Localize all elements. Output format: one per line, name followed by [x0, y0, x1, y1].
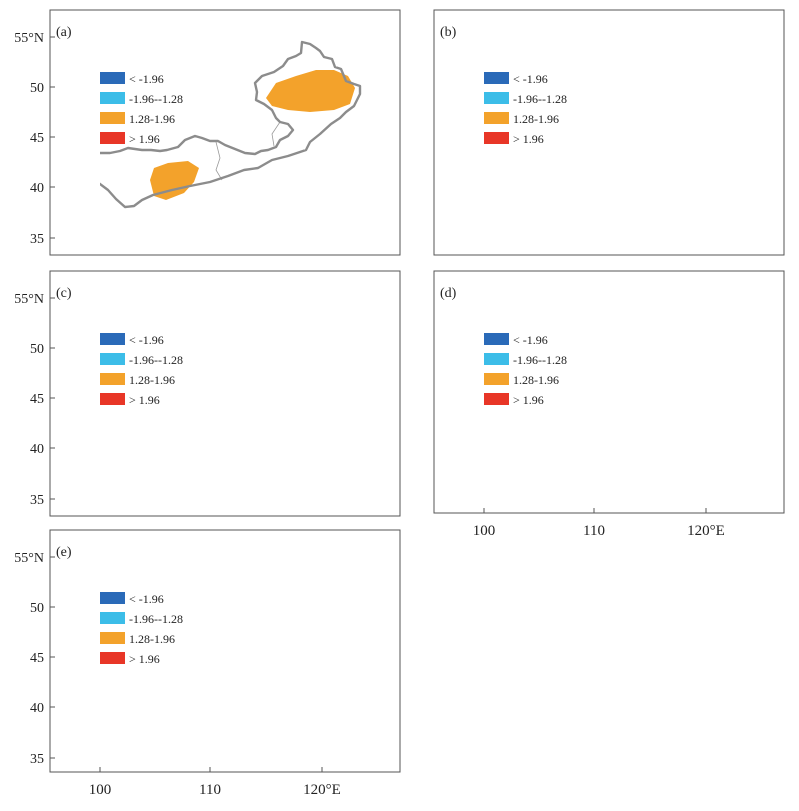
y-tick-label: 35: [30, 752, 44, 767]
legend-label: -1.96--1.28: [513, 92, 567, 106]
y-tick-label: 40: [30, 442, 44, 457]
legend-swatch: [484, 132, 509, 144]
legend-label: -1.96--1.28: [129, 612, 183, 626]
legend-swatch: [484, 72, 509, 84]
y-tick-label: 45: [30, 131, 44, 146]
legend-label: > 1.96: [129, 393, 160, 407]
x-tick-label: 110: [583, 523, 605, 539]
legend-label: -1.96--1.28: [513, 353, 567, 367]
panels-layer: (a) < -1.96 -1.96--1.28 1.28-1.96 > 1.96 55°N…: [14, 9, 785, 798]
legend-label: 1.28-1.96: [513, 112, 559, 126]
significance-patch-pos: [266, 70, 355, 112]
legend-label: < -1.96: [129, 333, 164, 347]
y-tick-label: 50: [30, 342, 44, 357]
legend-swatch: [100, 72, 125, 84]
legend-swatch: [100, 112, 125, 124]
y-tick-label: 45: [30, 651, 44, 666]
legend-swatch: [100, 353, 125, 365]
x-tick-label: 100: [473, 523, 496, 539]
legend-label: > 1.96: [129, 132, 160, 146]
panel-frame: [433, 270, 785, 514]
panel-frame: [49, 529, 401, 773]
province-line: [271, 121, 281, 147]
x-tick-label: 110: [199, 782, 221, 798]
legend-swatch: [100, 132, 125, 144]
y-tick-label: 55°N: [14, 292, 44, 307]
legend-swatch: [100, 373, 125, 385]
legend-label: > 1.96: [129, 652, 160, 666]
y-tick-label: 55°N: [14, 31, 44, 46]
panel-label: (a): [56, 25, 72, 40]
legend: < -1.96 -1.96--1.28 1.28-1.96 > 1.96: [484, 333, 567, 407]
legend-label: > 1.96: [513, 132, 544, 146]
legend-label: < -1.96: [513, 72, 548, 86]
legend: < -1.96 -1.96--1.28 1.28-1.96 > 1.96: [484, 72, 567, 146]
legend-label: -1.96--1.28: [129, 353, 183, 367]
panel-label: (b): [440, 25, 457, 40]
legend-swatch: [100, 652, 125, 664]
y-tick-label: 40: [30, 181, 44, 196]
map-content: [100, 40, 362, 209]
legend-label: > 1.96: [513, 393, 544, 407]
legend-swatch: [100, 92, 125, 104]
x-tick-label: 120°E: [687, 523, 725, 539]
legend-swatch: [100, 393, 125, 405]
legend-label: -1.96--1.28: [129, 92, 183, 106]
map-panel-a: (a) < -1.96 -1.96--1.28 1.28-1.96 > 1.96 55°N…: [14, 9, 401, 256]
legend-label: 1.28-1.96: [129, 373, 175, 387]
x-tick-label: 100: [89, 782, 112, 798]
y-tick-label: 40: [30, 701, 44, 716]
legend-swatch: [100, 333, 125, 345]
y-tick-label: 45: [30, 392, 44, 407]
legend-swatch: [484, 393, 509, 405]
y-tick-label: 50: [30, 601, 44, 616]
panel-label: (e): [56, 545, 72, 560]
legend-swatch: [484, 92, 509, 104]
legend: < -1.96 -1.96--1.28 1.28-1.96 > 1.96: [100, 72, 183, 146]
y-tick-label: 55°N: [14, 551, 44, 566]
map-panel-e: (e) < -1.96 -1.96--1.28 1.28-1.96 > 1.96 55°N…: [14, 529, 401, 798]
legend-label: 1.28-1.96: [129, 632, 175, 646]
map-panel-d: (d) < -1.96 -1.96--1.28 1.28-1.96 > 1.96 100 1…: [433, 270, 785, 539]
panel-label: (c): [56, 286, 72, 301]
legend-label: 1.28-1.96: [129, 112, 175, 126]
province-line: [215, 141, 223, 181]
legend-swatch: [484, 373, 509, 385]
panel-label: (d): [440, 286, 457, 301]
legend: < -1.96 -1.96--1.28 1.28-1.96 > 1.96: [100, 592, 183, 666]
legend: < -1.96 -1.96--1.28 1.28-1.96 > 1.96: [100, 333, 183, 407]
legend-label: < -1.96: [513, 333, 548, 347]
legend-label: 1.28-1.96: [513, 373, 559, 387]
legend-label: < -1.96: [129, 592, 164, 606]
legend-swatch: [100, 612, 125, 624]
legend-swatch: [484, 333, 509, 345]
map-panel-b: (b) < -1.96 -1.96--1.28 1.28-1.96 > 1.96: [433, 9, 785, 256]
y-tick-label: 50: [30, 81, 44, 96]
y-tick-label: 35: [30, 232, 44, 247]
legend-swatch: [100, 632, 125, 644]
legend-swatch: [484, 353, 509, 365]
significance-patch-pos: [150, 161, 199, 200]
map-panel-c: (c) < -1.96 -1.96--1.28 1.28-1.96 > 1.96 55°N…: [14, 270, 401, 517]
legend-swatch: [484, 112, 509, 124]
legend-swatch: [100, 592, 125, 604]
x-tick-label: 120°E: [303, 782, 341, 798]
legend-label: < -1.96: [129, 72, 164, 86]
y-tick-label: 35: [30, 493, 44, 508]
